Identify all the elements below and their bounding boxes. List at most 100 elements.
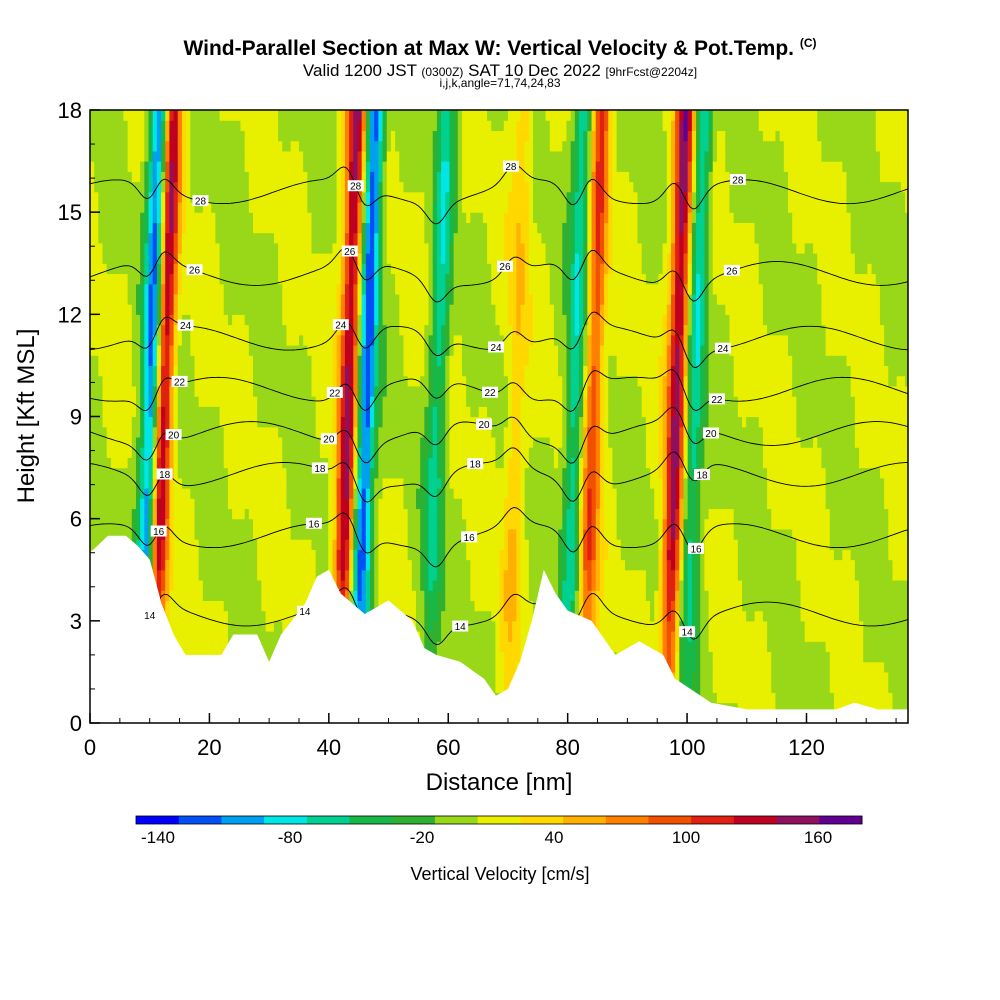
velocity-cell: [194, 426, 200, 438]
velocity-cell: [324, 263, 329, 275]
velocity-cell: [311, 161, 317, 172]
velocity-cell: [403, 385, 409, 397]
velocity-cell: [261, 304, 267, 315]
velocity-cell: [98, 498, 104, 510]
velocity-cell: [102, 549, 108, 561]
velocity-cell: [119, 293, 125, 305]
velocity-cell: [115, 539, 120, 550]
velocity-cell: [198, 692, 204, 704]
velocity-cell: [303, 641, 308, 653]
velocity-cell: [269, 671, 275, 683]
velocity-cell: [135, 702, 141, 710]
velocity-cell: [140, 508, 145, 520]
velocity-cell: [98, 232, 104, 244]
velocity-cell: [148, 549, 154, 561]
velocity-cell: [202, 222, 208, 234]
velocity-cell: [177, 498, 183, 510]
velocity-cell: [107, 713, 112, 724]
velocity-cell: [106, 171, 112, 183]
velocity-cell: [416, 467, 421, 479]
velocity-cell: [269, 140, 275, 152]
velocity-cell: [374, 283, 379, 295]
velocity-cell: [353, 355, 359, 367]
velocity-cell: [298, 273, 304, 285]
velocity-cell: [115, 528, 120, 540]
velocity-cell: [106, 150, 112, 162]
velocity-cell: [186, 477, 191, 489]
velocity-cell: [181, 253, 187, 264]
velocity-cell: [390, 304, 396, 315]
velocity-cell: [432, 416, 438, 428]
velocity-cell: [370, 549, 375, 561]
velocity-cell: [106, 355, 112, 367]
velocity-cell: [135, 528, 141, 540]
velocity-cell: [123, 130, 129, 142]
velocity-cell: [399, 355, 405, 367]
velocity-cell: [332, 713, 337, 724]
velocity-cell: [265, 161, 271, 172]
velocity-cell: [240, 426, 246, 438]
velocity-cell: [290, 263, 296, 275]
velocity-cell: [315, 620, 321, 632]
velocity-cell: [244, 508, 250, 520]
velocity-cell: [336, 457, 342, 469]
velocity-cell: [416, 528, 421, 540]
velocity-cell: [165, 191, 171, 203]
velocity-cell: [202, 385, 208, 397]
velocity-cell: [336, 171, 342, 183]
velocity-cell: [211, 436, 216, 448]
velocity-cell: [261, 457, 267, 469]
velocity-cell: [135, 365, 141, 377]
velocity-cell: [319, 610, 325, 622]
velocity-cell: [253, 579, 258, 591]
velocity-cell: [432, 610, 438, 622]
velocity-cell: [303, 110, 308, 121]
velocity-cell: [123, 631, 129, 642]
velocity-cell: [90, 406, 95, 418]
velocity-cell: [282, 396, 288, 407]
velocity-cell: [232, 539, 237, 550]
velocity-cell: [106, 201, 112, 213]
velocity-cell: [135, 610, 141, 622]
velocity-cell: [135, 539, 141, 550]
velocity-cell: [424, 201, 430, 213]
velocity-cell: [298, 161, 304, 172]
velocity-cell: [411, 416, 417, 428]
velocity-cell: [198, 641, 204, 653]
velocity-cell: [261, 365, 267, 377]
velocity-cell: [365, 212, 371, 223]
velocity-cell: [344, 447, 350, 458]
velocity-cell: [424, 140, 430, 152]
velocity-cell: [265, 539, 271, 550]
velocity-cell: [328, 212, 334, 223]
velocity-cell: [386, 559, 392, 571]
velocity-cell: [303, 120, 308, 132]
velocity-cell: [90, 416, 95, 428]
velocity-cell: [173, 661, 179, 673]
velocity-cell: [269, 181, 275, 193]
velocity-cell: [286, 467, 292, 479]
velocity-cell: [424, 559, 430, 571]
velocity-cell: [248, 477, 254, 489]
velocity-cell: [361, 181, 367, 193]
velocity-cell: [328, 702, 334, 710]
velocity-cell: [223, 488, 229, 499]
velocity-cell: [420, 569, 425, 581]
velocity-cell: [244, 610, 250, 622]
velocity-cell: [344, 171, 350, 183]
velocity-cell: [311, 579, 317, 591]
velocity-cell: [220, 713, 225, 724]
velocity-cell: [161, 355, 166, 367]
velocity-cell: [336, 344, 342, 356]
velocity-cell: [307, 263, 313, 275]
velocity-cell: [115, 130, 120, 142]
velocity-cell: [115, 436, 120, 448]
velocity-cell: [219, 559, 225, 571]
velocity-cell: [399, 191, 405, 203]
velocity-cell: [144, 457, 150, 469]
velocity-cell: [211, 396, 216, 407]
velocity-cell: [411, 488, 417, 499]
velocity-cell: [227, 457, 233, 469]
velocity-cell: [94, 702, 99, 710]
velocity-cell: [248, 518, 254, 530]
